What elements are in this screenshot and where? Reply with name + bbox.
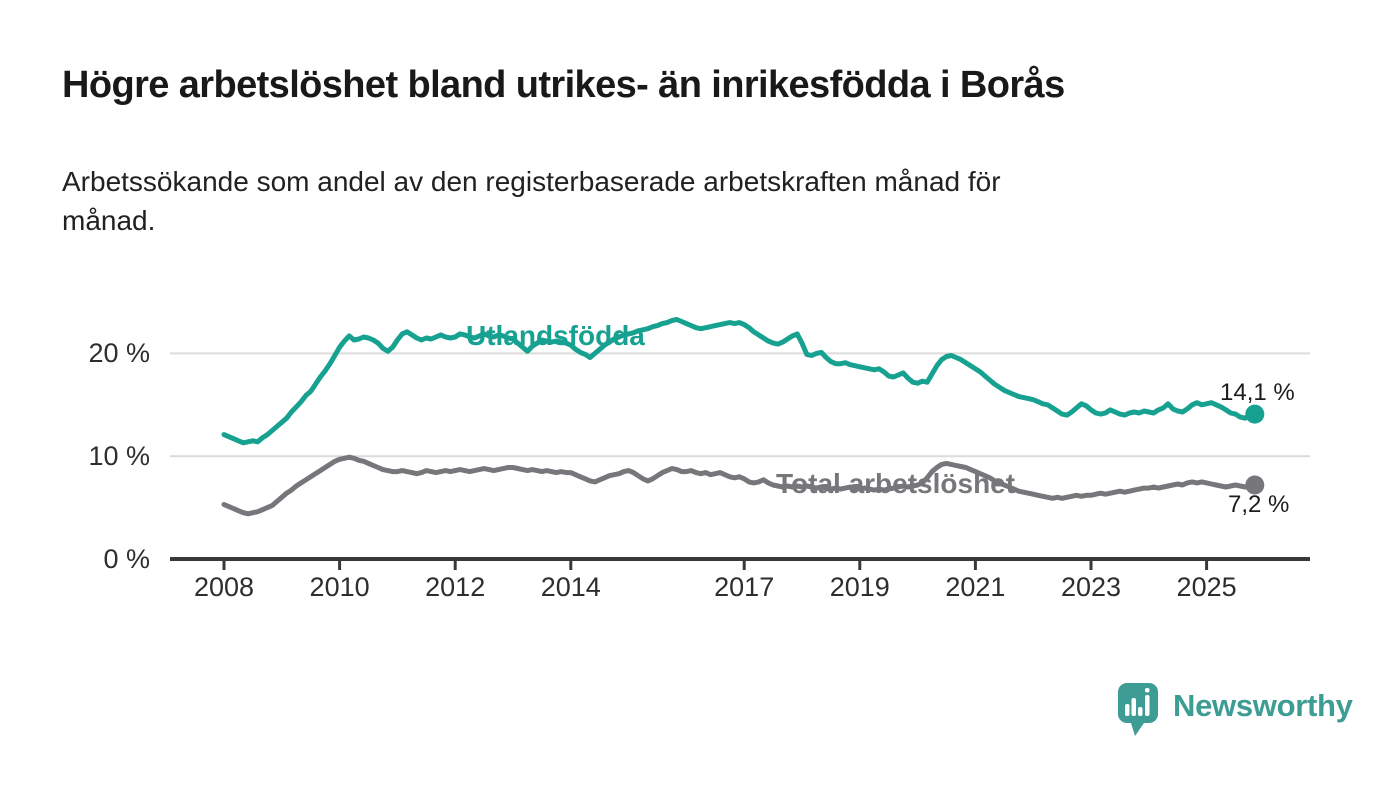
x-tick-label: 2012 bbox=[425, 572, 486, 602]
series-end-dot-utlandsfodda bbox=[1245, 404, 1265, 424]
logo-bar-2 bbox=[1131, 698, 1136, 716]
series-end-dot-total bbox=[1245, 475, 1265, 495]
logo-bar-3 bbox=[1138, 707, 1143, 716]
end-value-label-utlandsfodda: 14,1 % bbox=[1220, 379, 1295, 406]
chart-subtitle: Arbetssökande som andel av den registerb… bbox=[62, 162, 1262, 240]
end-value-label-total: 7,2 % bbox=[1228, 491, 1290, 518]
x-tick-label: 2025 bbox=[1176, 572, 1237, 602]
y-tick-label: 20 % bbox=[88, 338, 150, 369]
x-tick-label: 2008 bbox=[193, 572, 255, 602]
series-label-utlandsfodda: Utlandsfödda bbox=[466, 320, 645, 351]
newsworthy-logo: Newsworthy bbox=[1118, 683, 1353, 736]
x-tick-label: 2017 bbox=[714, 572, 775, 602]
x-tick-label: 2021 bbox=[945, 572, 1006, 602]
x-tick-label: 2023 bbox=[1060, 572, 1122, 602]
logo-exclamation-dot bbox=[1145, 688, 1150, 693]
chart-subtitle-line: Arbetssökande som andel av den registerb… bbox=[62, 166, 1001, 197]
x-tick-label: 2010 bbox=[309, 572, 370, 602]
y-tick-label: 0 % bbox=[103, 544, 150, 574]
series-label-total-arbetsloshet: Total arbetslöshet bbox=[776, 468, 1016, 499]
x-tick-label: 2014 bbox=[540, 572, 601, 602]
x-tick-label: 2019 bbox=[829, 572, 890, 602]
logo-bar-1 bbox=[1125, 704, 1130, 716]
y-tick-label: 10 % bbox=[88, 441, 150, 472]
logo-exclamation-bar bbox=[1145, 695, 1150, 716]
series-line-total bbox=[221, 454, 1258, 517]
series-line-utlandsfodda bbox=[221, 317, 1258, 446]
page-title: Högre arbetslöshet bland utrikes- än inr… bbox=[62, 64, 1065, 106]
newsworthy-wordmark: Newsworthy bbox=[1173, 687, 1353, 723]
newsworthy-logo-icon bbox=[1118, 683, 1158, 736]
chart-subtitle-line: månad. bbox=[62, 205, 156, 236]
